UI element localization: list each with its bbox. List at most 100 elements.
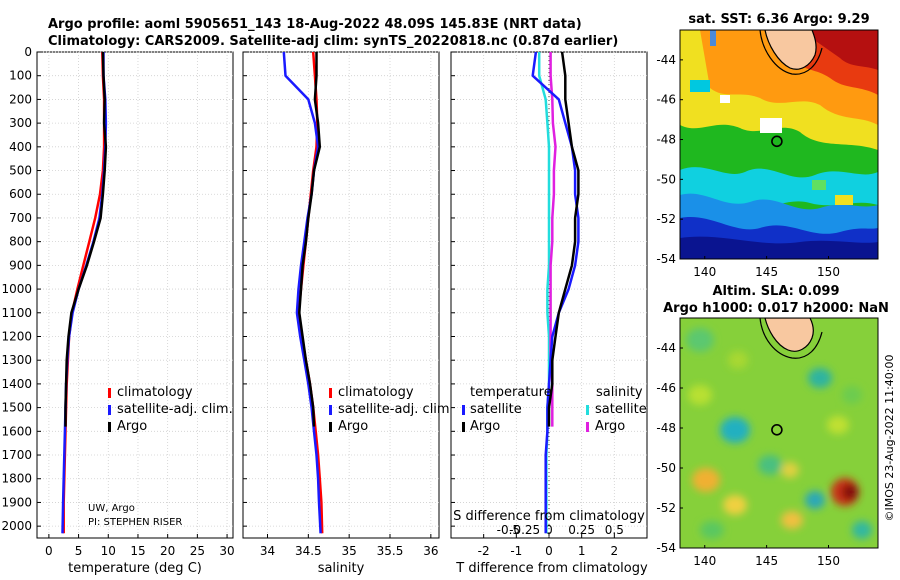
legend-s-satellite-label: satellite <box>595 402 647 417</box>
x-tick-label: 34.5 <box>295 544 322 558</box>
x-tick-label: 20 <box>160 544 175 558</box>
temperature-panel: 0100200300400500600700800900100011001200… <box>1 45 234 576</box>
s-tick-label: 0.25 <box>568 523 595 537</box>
sst-depth-contour <box>759 30 823 75</box>
series-satellite-adj-clim <box>282 51 322 534</box>
x-tick-label: 30 <box>219 544 234 558</box>
depth-tick-labels: 0 100 200 300 400 500 600 700 800 900 1000 1100 1200… <box>1 45 32 533</box>
map-x-tick-label: 140 <box>693 554 716 568</box>
sst-map-title: sat. SST: 6.36 Argo: 9.29 <box>688 12 869 27</box>
sst-field <box>680 30 878 259</box>
sla-map-subtitle: Argo h1000: 0.017 h2000: NaN <box>663 301 889 316</box>
legend-t-argo-label: Argo <box>470 419 500 434</box>
legend-s-argo-swatch <box>586 422 589 432</box>
map-x-tick-label: 145 <box>755 554 778 568</box>
map-y-tick-label: -46 <box>656 93 676 107</box>
legend-argo-label: Argo <box>338 419 368 434</box>
depth-tick-label: 1800 <box>1 472 32 486</box>
map-y-tick-label: -48 <box>656 133 676 147</box>
legend-climatology-label: climatology <box>338 385 414 400</box>
header-line-1: Argo profile: aoml 5905651_143 18-Aug-20… <box>48 17 582 32</box>
credit-text: UW, Argo <box>88 503 135 514</box>
map-x-tick-label: 150 <box>817 554 840 568</box>
map-y-tick-label: -44 <box>656 53 676 67</box>
salinity-gridlines <box>243 51 439 538</box>
depth-tick-label: 900 <box>9 258 32 272</box>
legend-argo-swatch <box>108 422 111 432</box>
difference-legend-salinity: salinity satellite Argo <box>586 385 647 434</box>
salinity-xlabel: salinity <box>318 561 365 576</box>
copyright-text: ©IMOS 23-Aug-2022 11:40:00 <box>883 355 896 522</box>
legend-climatology-label: climatology <box>117 385 193 400</box>
difference-legend-temperature: temperature satellite Argo <box>462 385 552 434</box>
legend-satellite-swatch <box>329 405 332 415</box>
s-tick-label: -0.5 <box>497 523 520 537</box>
legend-t-satellite-label: satellite <box>470 402 522 417</box>
salinity-series <box>282 51 324 534</box>
depth-tick-label: 600 <box>9 187 32 201</box>
x-tick-label: 10 <box>101 544 116 558</box>
sst-argo-marker <box>771 135 783 148</box>
map-x-tick-label: 150 <box>817 265 840 279</box>
temperature-gridlines <box>37 51 233 538</box>
x-tick-label: 0 <box>545 544 553 558</box>
sst-map-tick-labels: 140 145 150 -44 -46 -48 -50 -52 -54 <box>656 53 840 279</box>
pi-text: PI: STEPHEN RISER <box>88 517 182 528</box>
argo-float-marker <box>771 135 783 148</box>
salinity-tick-labels: 34 34.5 35 35.5 36 <box>260 544 439 558</box>
depth-tick-label: 1600 <box>1 424 32 438</box>
legend-s-argo-label: Argo <box>595 419 625 434</box>
t-difference-tick-labels: -2 -1 0 1 2 <box>478 544 618 558</box>
s-tick-label: -0.25 <box>509 523 540 537</box>
x-tick-label: 25 <box>190 544 205 558</box>
series-t-satellite <box>531 51 580 534</box>
legend-t-argo-swatch <box>462 422 465 432</box>
legend-climatology-swatch <box>108 388 111 398</box>
tasmania-land <box>764 318 814 352</box>
depth-tick-label: 700 <box>9 211 32 225</box>
sla-map-frame <box>679 317 879 549</box>
depth-tick-label: 1700 <box>1 448 32 462</box>
depth-tick-label: 300 <box>9 116 32 130</box>
map-y-tick-label: -54 <box>656 252 676 266</box>
legend-salinity-title: salinity <box>596 385 643 400</box>
x-tick-label: 0 <box>45 544 53 558</box>
map-x-tick-label: 140 <box>693 265 716 279</box>
map-y-tick-label: -46 <box>656 381 676 395</box>
salinity-axes-box <box>242 51 440 539</box>
depth-tick-label: 0 <box>24 45 32 59</box>
series-argo <box>298 52 322 427</box>
depth-tick-label: 1500 <box>1 401 32 415</box>
x-tick-label: 15 <box>130 544 145 558</box>
map-x-tick-label: 145 <box>755 265 778 279</box>
salinity-legend: climatology satellite-adj. clim. Argo <box>329 385 454 434</box>
depth-tick-label: 400 <box>9 140 32 154</box>
difference-series <box>531 51 580 534</box>
header-line-2: Climatology: CARS2009. Satellite-adj cli… <box>48 34 618 49</box>
tasmania-land <box>764 30 817 70</box>
depth-tick-label: 2000 <box>1 519 32 533</box>
legend-argo-swatch <box>329 422 332 432</box>
map-y-tick-label: -52 <box>656 212 676 226</box>
x-tick-label: 35 <box>342 544 357 558</box>
legend-climatology-swatch <box>329 388 332 398</box>
depth-tick-label: 1300 <box>1 353 32 367</box>
map-y-tick-label: -54 <box>656 541 676 555</box>
sla-depth-contour <box>759 318 823 359</box>
sla-argo-marker <box>771 423 783 436</box>
map-y-tick-label: -50 <box>656 461 676 475</box>
x-tick-label: 1 <box>578 544 586 558</box>
legend-t-satellite-swatch <box>462 405 465 415</box>
temperature-series <box>61 51 108 534</box>
depth-tick-label: 1900 <box>1 495 32 509</box>
sla-field <box>680 318 878 548</box>
x-tick-label: 36 <box>423 544 438 558</box>
x-tick-label: 34 <box>260 544 275 558</box>
legend-satellite-swatch <box>108 405 111 415</box>
s-difference-tick-labels: -0.5-0.25 0 0.25 0.5 <box>497 523 624 537</box>
series-t-argo <box>547 51 580 427</box>
s-tick-label: 0 <box>545 523 553 537</box>
argo-float-marker <box>771 423 783 436</box>
temperature-xlabel: temperature (deg C) <box>68 561 202 576</box>
